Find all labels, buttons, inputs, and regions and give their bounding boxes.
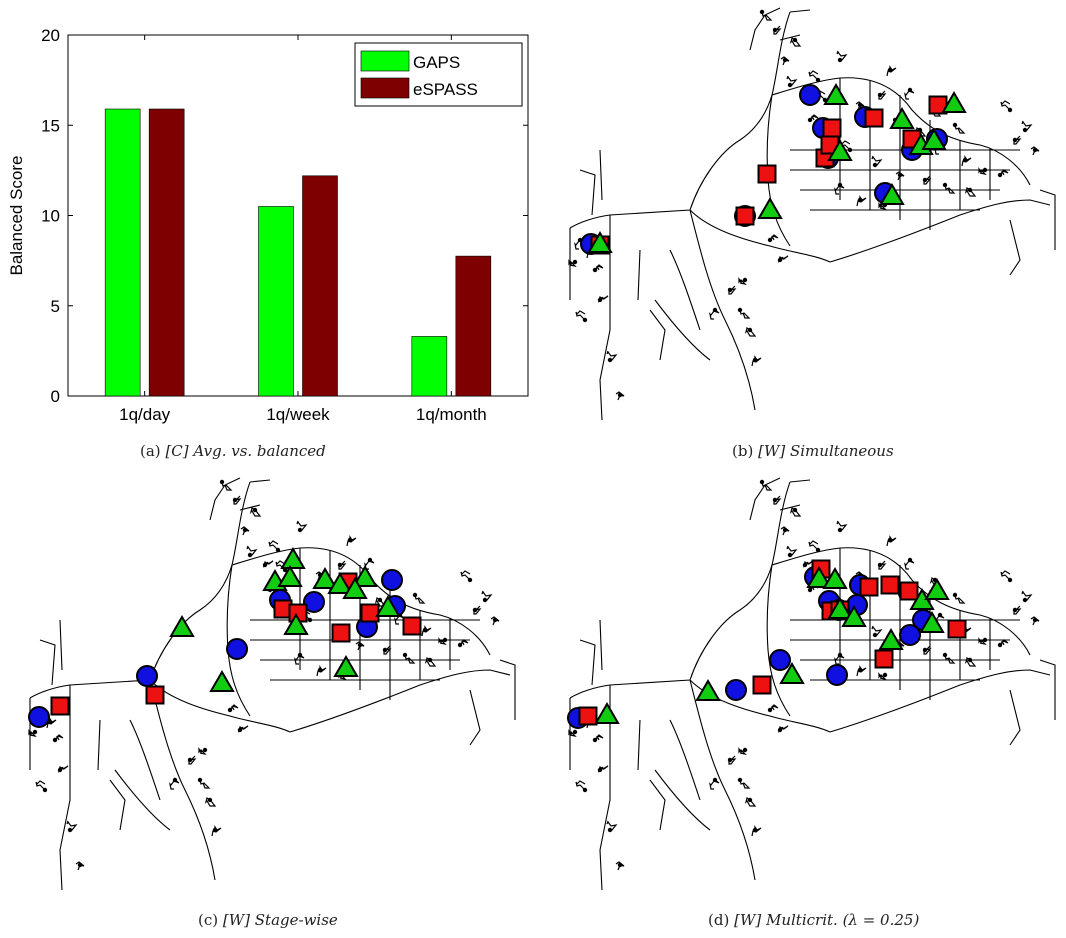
map-c: [28, 477, 516, 891]
map-panel-b: [540, 0, 1066, 440]
square-marker: [859, 577, 879, 597]
map-d: [567, 477, 1056, 891]
triangle-marker: [827, 139, 853, 161]
circle-marker: [381, 569, 403, 591]
caption-b-prefix: (b): [732, 442, 754, 460]
triangle-marker: [878, 628, 904, 650]
triangle-marker: [889, 107, 915, 129]
square-marker: [735, 206, 755, 226]
triangle-marker: [924, 578, 950, 600]
triangle-marker: [941, 91, 967, 113]
square-marker: [880, 575, 900, 595]
square-marker: [822, 118, 842, 138]
bar-chart-panel: 0 5 10 15 20 Balanced Score 1q/day 1q/week 1q/mo…: [0, 0, 533, 470]
circle-marker: [725, 679, 747, 701]
legend-swatch: [360, 50, 410, 72]
triangle-marker: [312, 567, 338, 589]
circle-marker: [136, 665, 158, 687]
triangle-marker: [587, 231, 613, 253]
caption-d-prefix: (d): [708, 911, 730, 929]
caption-a: (a) [C] Avg. vs. balanced: [140, 442, 326, 460]
triangle-marker: [280, 547, 306, 569]
square-marker: [899, 581, 919, 601]
square-marker: [331, 623, 351, 643]
circle-marker: [799, 84, 821, 106]
caption-d: (d) [W] Multicrit. (λ = 0.25): [708, 911, 919, 929]
caption-b: (b) [W] Simultaneous: [732, 442, 894, 460]
circle-marker: [303, 591, 325, 613]
y-tick-label: 0: [51, 387, 60, 406]
y-axis-label: Balanced Score: [7, 155, 26, 275]
x-tick-label: 1q/day: [119, 405, 171, 424]
legend-label: GAPS: [413, 53, 460, 72]
bar-gaps: [258, 206, 294, 397]
square-marker: [360, 603, 380, 623]
map-panel-c: [0, 470, 533, 910]
square-marker: [578, 706, 598, 726]
triangle-marker: [283, 613, 309, 635]
square-marker: [50, 696, 70, 716]
map-b: [568, 7, 1056, 421]
circle-marker: [769, 649, 791, 671]
bar-gaps: [411, 336, 448, 397]
y-tick-label: 20: [41, 26, 60, 45]
triangle-marker: [375, 595, 401, 617]
triangle-marker: [327, 572, 353, 594]
triangle-marker: [209, 670, 235, 692]
y-tick-label: 10: [41, 207, 60, 226]
triangle-marker: [333, 655, 359, 677]
y-tick-label: 5: [51, 297, 60, 316]
triangle-marker: [921, 128, 947, 150]
triangle-marker: [277, 565, 303, 587]
x-tick-label: 1q/week: [266, 405, 330, 424]
triangle-marker: [757, 197, 783, 219]
road-network: [568, 7, 1056, 421]
road-network: [568, 477, 1056, 891]
triangle-marker: [806, 566, 832, 588]
caption-d-suffix: (λ = 0.25): [842, 911, 920, 929]
triangle-marker: [822, 567, 848, 589]
road-network: [28, 477, 516, 891]
circle-marker: [226, 638, 248, 660]
triangle-marker: [823, 83, 849, 105]
bar-espass: [148, 108, 185, 397]
caption-d-text: [W] Multicrit.: [734, 911, 838, 929]
circle-marker: [899, 624, 921, 646]
square-marker: [864, 108, 884, 128]
bar-espass: [455, 255, 492, 397]
triangle-marker: [594, 702, 620, 724]
triangle-marker: [841, 605, 867, 627]
caption-a-text: [C] Avg. vs. balanced: [165, 442, 326, 460]
legend-label: eSPASS: [413, 80, 478, 99]
bar-chart: 0 5 10 15 20 Balanced Score 1q/day 1q/week 1q/mo…: [7, 26, 529, 424]
triangle-marker: [879, 183, 905, 205]
square-marker: [947, 619, 967, 639]
caption-c-text: [W] Stage-wise: [222, 911, 338, 929]
caption-c: (c) [W] Stage-wise: [198, 911, 338, 929]
bar-gaps: [104, 108, 141, 397]
circle-marker: [826, 664, 848, 686]
square-marker: [874, 649, 894, 669]
triangle-marker: [342, 577, 368, 599]
square-marker: [145, 685, 165, 705]
map-panel-d: [540, 470, 1066, 910]
y-tick-label: 15: [41, 116, 60, 135]
triangle-marker: [169, 615, 195, 637]
triangle-marker: [695, 679, 721, 701]
triangle-marker: [352, 565, 378, 587]
triangle-marker: [919, 611, 945, 633]
triangle-marker: [827, 597, 853, 619]
triangle-marker: [779, 662, 805, 684]
caption-b-text: [W] Simultaneous: [758, 442, 894, 460]
legend-swatch: [360, 77, 410, 99]
caption-a-prefix: (a): [140, 442, 161, 460]
square-marker: [402, 616, 422, 636]
x-tick-label: 1q/month: [416, 405, 487, 424]
circle-marker: [28, 706, 50, 728]
caption-c-prefix: (c): [198, 911, 219, 929]
bar-espass: [302, 175, 338, 397]
square-marker: [752, 675, 772, 695]
square-marker: [757, 164, 777, 184]
